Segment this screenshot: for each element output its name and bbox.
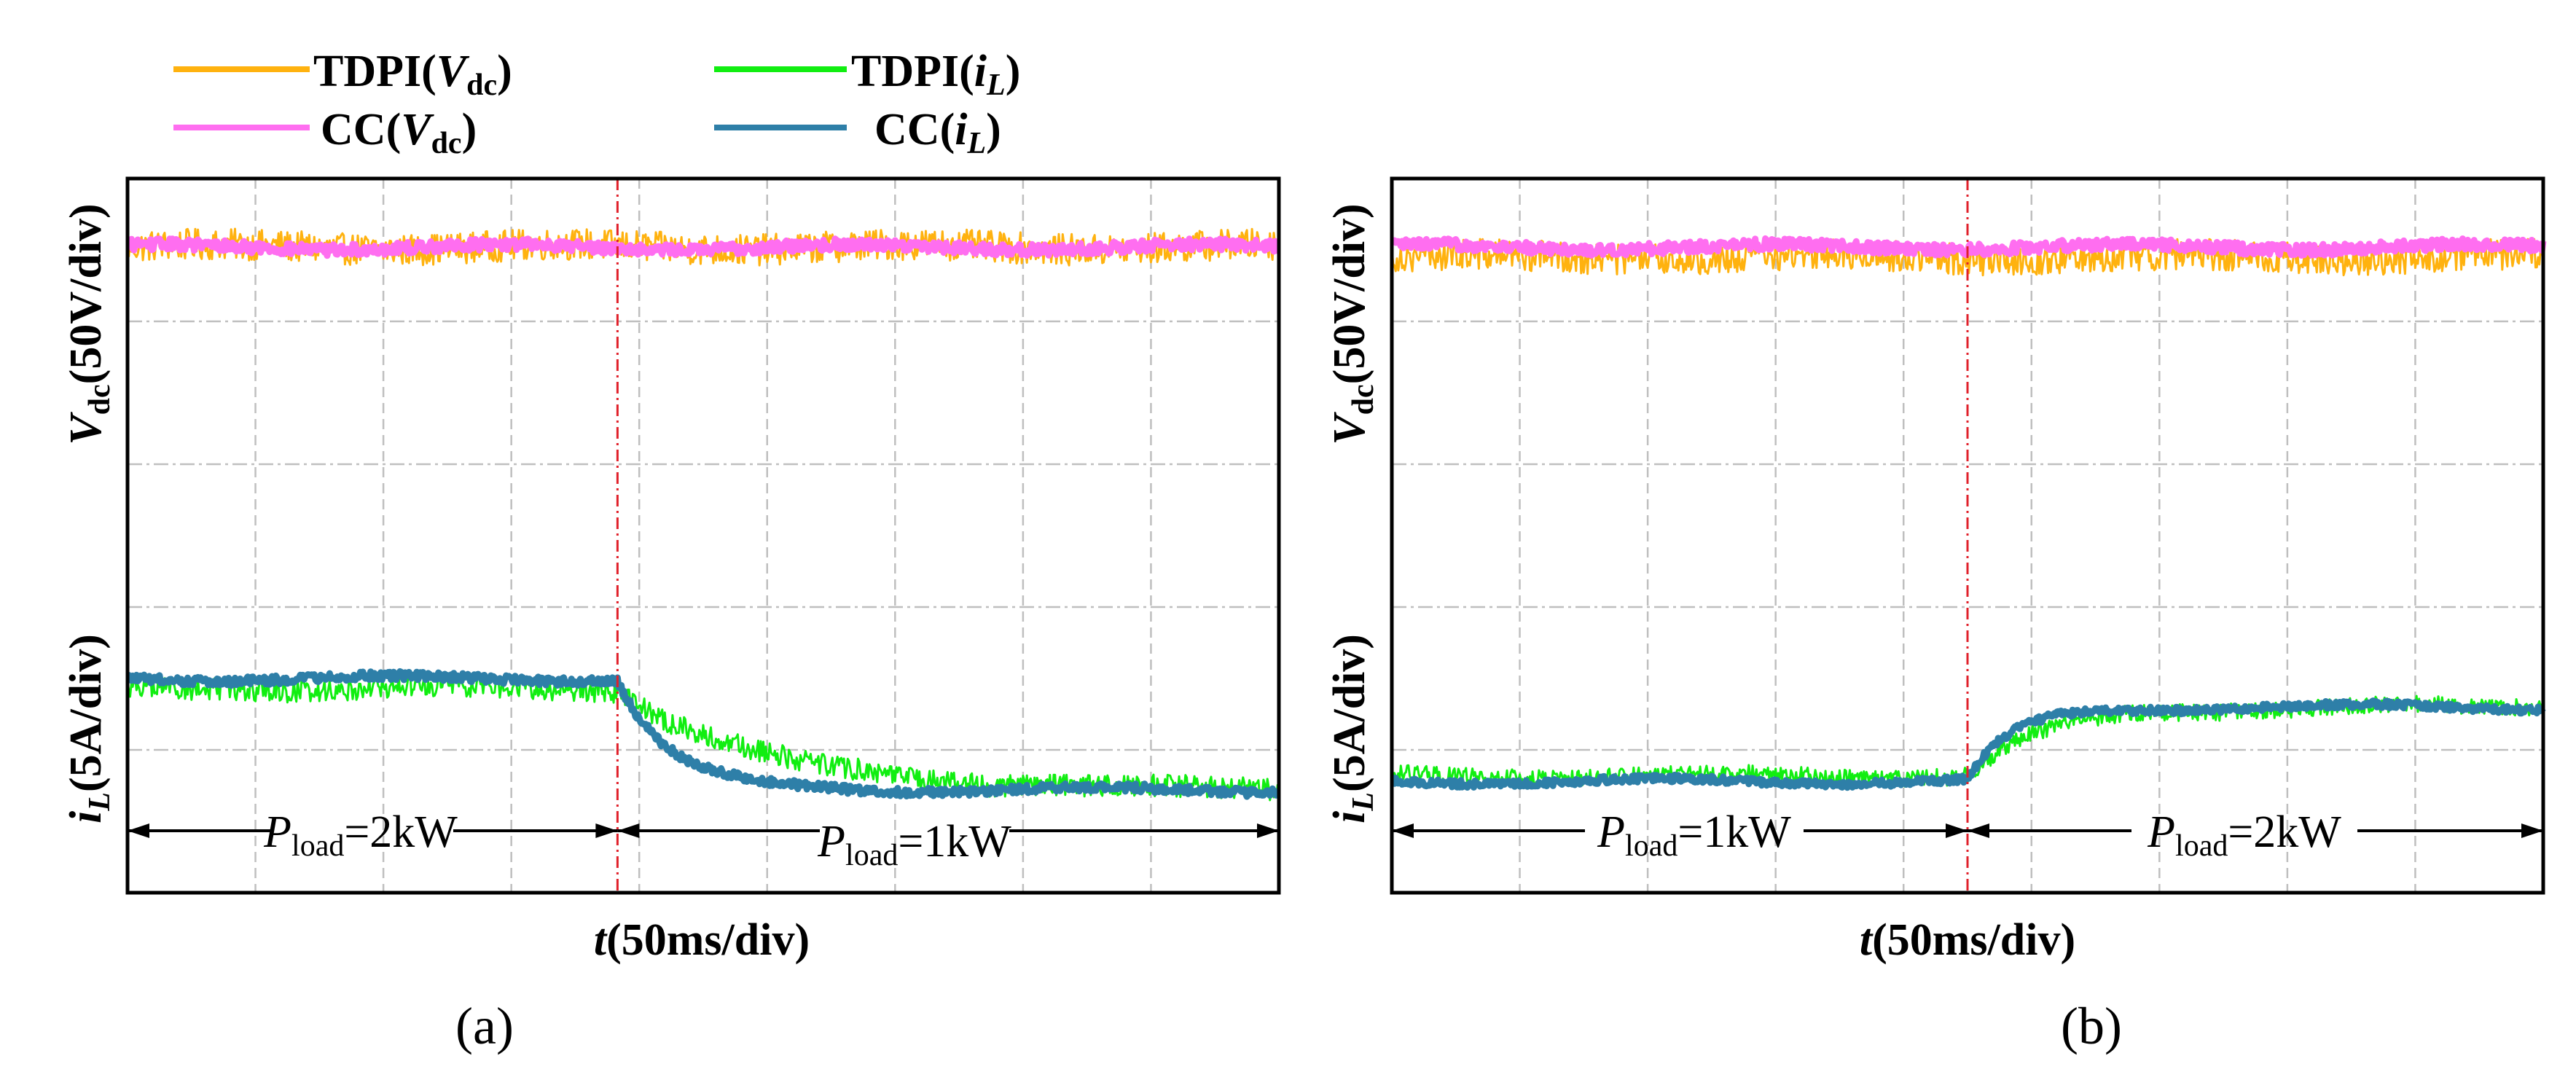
svg-text:CC(iL): CC(iL) <box>874 105 1001 160</box>
panel-b: Pload=1kW Pload=2kW Vdc(50V/div) iL(5A/d… <box>1325 176 2547 1055</box>
legend-name-cc-vdc: CC <box>321 105 386 154</box>
panel-a-annotation-before: Pload=2kW <box>263 807 458 863</box>
svg-text:TDPI(Vdc): TDPI(Vdc) <box>313 47 512 102</box>
legend-item-tdpi-vdc: TDPI(Vdc) <box>173 47 512 102</box>
svg-text:CC(Vdc): CC(Vdc) <box>321 105 477 160</box>
panel-a-xlabel: t(50ms/div) <box>594 915 810 965</box>
legend-signal-tdpi-vdc: V <box>436 47 470 96</box>
arrow-head <box>1968 823 1989 838</box>
arrow-head <box>1392 823 1414 838</box>
legend-signal-tdpi-il: i <box>974 47 987 96</box>
panel-a-ylabel-vdc: Vdc(50V/div) <box>61 203 117 445</box>
panel-b-ylabel-il: iL(5A/div) <box>1325 634 1380 823</box>
panel-b-label: (b) <box>2061 997 2122 1055</box>
svg-text:TDPI(iL): TDPI(iL) <box>851 47 1020 102</box>
legend-sub-cc-il: L <box>966 127 986 160</box>
legend-name-tdpi-vdc: TDPI <box>313 47 421 96</box>
panel-b-arrows <box>1392 823 2543 838</box>
panel-a-frame <box>125 176 1281 895</box>
panel-a-annotation-after: Pload=1kW <box>817 817 1011 872</box>
arrow-head <box>128 823 149 838</box>
legend-sub-tdpi-il: L <box>986 69 1006 102</box>
legend-item-cc-vdc: CC(Vdc) <box>173 105 477 160</box>
arrow-head <box>1257 823 1279 838</box>
panel-a-label: (a) <box>455 997 514 1055</box>
legend-signal-cc-vdc: V <box>401 105 434 154</box>
legend-name-tdpi-il: TDPI <box>851 47 959 96</box>
legend-item-cc-il: CC(iL) <box>714 105 1001 160</box>
panel-b-annotation-before: Pload=1kW <box>1597 807 1791 863</box>
arrow-head <box>617 823 640 838</box>
arrow-head <box>1946 823 1968 838</box>
legend-sub-cc-vdc: dc <box>431 127 462 160</box>
legend: TDPI(Vdc) TDPI(iL) CC(Vdc) CC(iL) <box>173 47 1020 160</box>
panel-b-xlabel: t(50ms/div) <box>1860 915 2075 965</box>
arrow-head <box>2521 823 2543 838</box>
legend-sub-tdpi-vdc: dc <box>466 69 497 102</box>
legend-signal-cc-il: i <box>955 105 967 154</box>
legend-name-cc-il: CC <box>874 105 940 154</box>
panel-b-ylabel-vdc: Vdc(50V/div) <box>1325 203 1380 445</box>
panel-a-ylabel-il: iL(5A/div) <box>61 634 117 823</box>
panel-b-annotation-after: Pload=2kW <box>2147 807 2341 863</box>
trace-cc-il <box>125 668 1281 800</box>
panel-a: Pload=2kW Pload=1kW Vdc(50V/div) iL(5A/d… <box>61 176 1281 1055</box>
panel-a-traces <box>125 227 1281 802</box>
legend-item-tdpi-il: TDPI(iL) <box>714 47 1020 102</box>
panel-b-grid <box>1392 179 2543 893</box>
trace-cc-vdc <box>125 235 1281 259</box>
arrow-head <box>595 823 618 838</box>
panel-a-arrows <box>128 823 1279 838</box>
panel-a-background <box>128 179 1279 893</box>
panel-b-frame <box>1390 176 2545 895</box>
